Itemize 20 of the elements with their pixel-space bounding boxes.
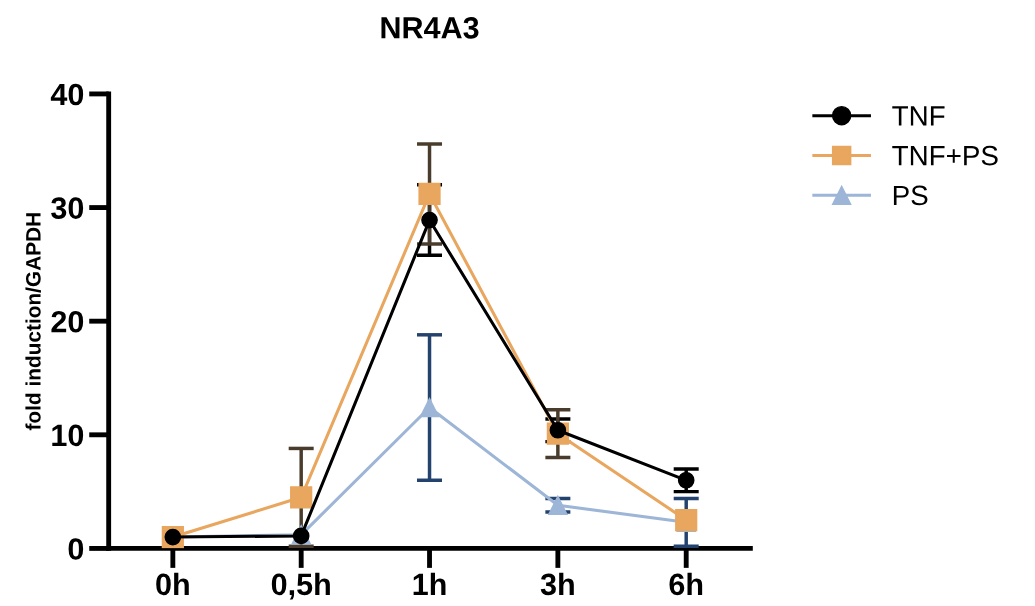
x-tick-label: 3h (540, 572, 574, 596)
y-tick-label: 10 (52, 424, 84, 447)
y-tick-label: 40 (50, 83, 84, 106)
chart-title: NR4A3 (381, 17, 479, 39)
x-tick-label: 6h (669, 572, 703, 596)
point (421, 211, 438, 229)
y-tick-label: 0 (68, 538, 84, 560)
y-axis-title: fold induction/GAPDH (25, 213, 41, 431)
x-tick-label: 0h (156, 572, 189, 596)
legend-label: TNF+PS (892, 145, 998, 166)
point (418, 182, 441, 206)
x-tick-label: 1h (413, 572, 446, 595)
x-tick-label: 0,5h (271, 572, 330, 600)
point (419, 397, 440, 418)
legend-label: TNF (892, 106, 945, 126)
point (677, 471, 695, 489)
y-tick-label: 30 (51, 197, 84, 219)
point (290, 486, 313, 509)
legend-label: PS (893, 185, 928, 206)
y-tick-label: 20 (51, 310, 84, 333)
